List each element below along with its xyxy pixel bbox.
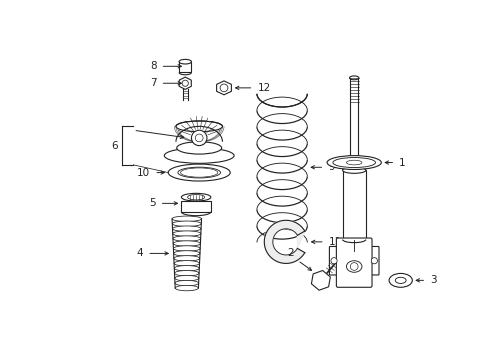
Ellipse shape — [178, 167, 220, 178]
Circle shape — [331, 258, 337, 264]
Ellipse shape — [174, 270, 199, 276]
Ellipse shape — [333, 158, 375, 167]
Ellipse shape — [174, 261, 199, 266]
Ellipse shape — [172, 226, 201, 231]
Text: 12: 12 — [257, 83, 270, 93]
Ellipse shape — [346, 160, 362, 165]
Ellipse shape — [164, 148, 234, 163]
Circle shape — [220, 84, 228, 92]
Ellipse shape — [181, 193, 211, 201]
FancyBboxPatch shape — [181, 201, 211, 212]
Ellipse shape — [174, 266, 199, 271]
Ellipse shape — [343, 167, 366, 173]
Text: 9: 9 — [328, 162, 335, 172]
Circle shape — [350, 263, 358, 270]
Ellipse shape — [164, 148, 234, 163]
FancyBboxPatch shape — [343, 170, 366, 239]
Polygon shape — [179, 77, 191, 89]
FancyBboxPatch shape — [369, 247, 379, 275]
Circle shape — [371, 258, 377, 264]
Ellipse shape — [176, 121, 222, 132]
Polygon shape — [312, 270, 330, 290]
Ellipse shape — [346, 261, 362, 272]
Text: 1: 1 — [399, 158, 406, 167]
Text: 7: 7 — [150, 78, 157, 88]
Polygon shape — [217, 81, 231, 95]
Ellipse shape — [173, 251, 200, 256]
Circle shape — [196, 134, 203, 142]
Text: 2: 2 — [287, 248, 294, 258]
Text: 6: 6 — [111, 141, 118, 150]
Ellipse shape — [389, 274, 412, 287]
Ellipse shape — [173, 231, 201, 236]
Text: 4: 4 — [137, 248, 144, 258]
Ellipse shape — [173, 241, 200, 246]
FancyBboxPatch shape — [336, 238, 372, 287]
Ellipse shape — [172, 221, 201, 226]
Ellipse shape — [175, 285, 198, 291]
Polygon shape — [264, 220, 305, 264]
Ellipse shape — [179, 59, 192, 64]
Ellipse shape — [175, 280, 198, 286]
Ellipse shape — [181, 168, 218, 177]
Ellipse shape — [327, 156, 381, 170]
Text: 5: 5 — [149, 198, 156, 208]
Text: 8: 8 — [150, 61, 157, 71]
Ellipse shape — [168, 164, 230, 181]
Ellipse shape — [177, 142, 221, 154]
Ellipse shape — [175, 275, 199, 281]
Ellipse shape — [349, 76, 359, 80]
Ellipse shape — [173, 246, 200, 251]
Circle shape — [192, 130, 207, 145]
Text: 3: 3 — [430, 275, 437, 285]
FancyBboxPatch shape — [179, 62, 192, 72]
Text: 11: 11 — [329, 237, 342, 247]
Circle shape — [182, 80, 188, 86]
Ellipse shape — [395, 277, 406, 283]
FancyBboxPatch shape — [329, 247, 339, 275]
Text: 10: 10 — [137, 167, 150, 177]
Ellipse shape — [172, 216, 201, 221]
Ellipse shape — [173, 236, 200, 241]
Ellipse shape — [174, 256, 200, 261]
Ellipse shape — [188, 194, 205, 200]
